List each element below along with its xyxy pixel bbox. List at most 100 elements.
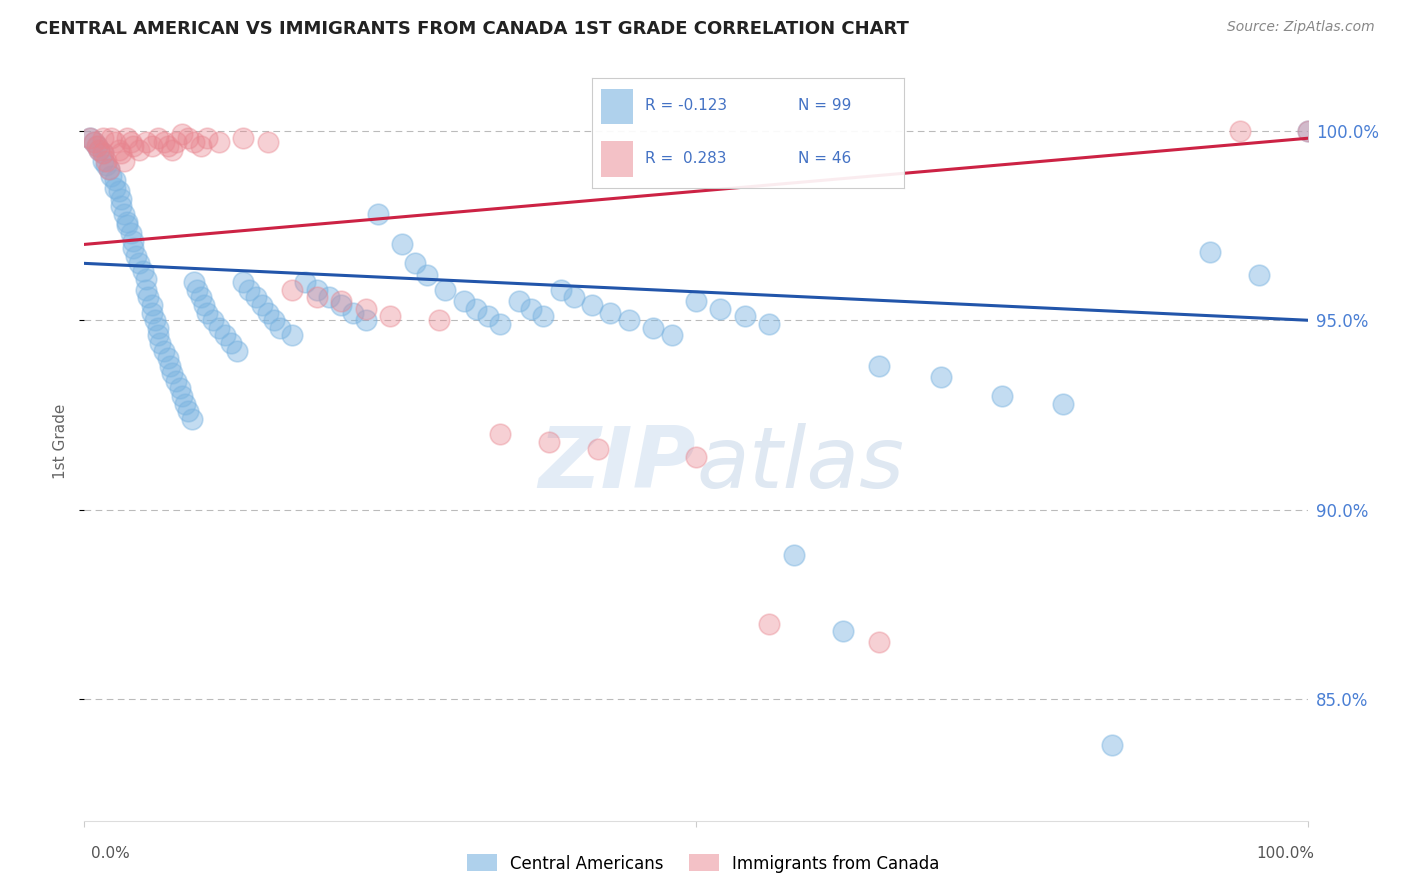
Point	[427, 313, 450, 327]
Point	[86, 138, 108, 153]
Point	[477, 310, 499, 324]
Point	[617, 313, 640, 327]
Point	[1229, 123, 1251, 137]
Point	[599, 305, 621, 319]
Point	[709, 301, 731, 316]
Point	[165, 135, 187, 149]
Point	[404, 256, 426, 270]
Point	[181, 411, 204, 425]
Point	[831, 624, 853, 638]
Point	[783, 548, 806, 562]
Point	[190, 290, 212, 304]
Point	[453, 294, 475, 309]
Point	[146, 131, 169, 145]
Point	[79, 131, 101, 145]
Point	[342, 305, 364, 319]
Point	[1296, 123, 1319, 137]
Point	[149, 335, 172, 350]
Point	[685, 450, 707, 464]
Point	[1247, 268, 1270, 282]
Point	[330, 294, 353, 309]
Point	[122, 241, 145, 255]
Y-axis label: 1st Grade: 1st Grade	[52, 404, 67, 479]
Point	[869, 359, 891, 373]
Point	[193, 298, 215, 312]
Point	[562, 290, 585, 304]
Point	[159, 359, 181, 373]
Point	[250, 298, 273, 312]
Point	[110, 192, 132, 206]
Point	[214, 328, 236, 343]
Point	[195, 305, 218, 319]
Point	[135, 283, 157, 297]
Text: Source: ZipAtlas.com: Source: ZipAtlas.com	[1227, 20, 1375, 34]
Point	[132, 264, 155, 278]
Point	[146, 320, 169, 334]
Point	[110, 199, 132, 213]
Point	[330, 298, 353, 312]
Point	[685, 294, 707, 309]
Text: 0.0%: 0.0%	[91, 847, 131, 861]
Legend: Central Americans, Immigrants from Canada: Central Americans, Immigrants from Canad…	[460, 847, 946, 880]
Point	[434, 283, 457, 297]
Point	[87, 143, 110, 157]
Point	[367, 207, 389, 221]
Point	[219, 335, 242, 350]
Point	[269, 320, 291, 334]
Point	[169, 381, 191, 395]
Point	[122, 138, 145, 153]
Point	[354, 313, 377, 327]
Point	[125, 249, 148, 263]
Point	[135, 135, 157, 149]
Point	[294, 275, 316, 289]
Point	[141, 138, 163, 153]
Point	[586, 442, 609, 456]
Point	[83, 135, 105, 149]
Point	[226, 343, 249, 358]
Text: atlas: atlas	[696, 423, 904, 506]
Point	[146, 328, 169, 343]
Text: CENTRAL AMERICAN VS IMMIGRANTS FROM CANADA 1ST GRADE CORRELATION CHART: CENTRAL AMERICAN VS IMMIGRANTS FROM CANA…	[35, 20, 910, 37]
Point	[112, 207, 135, 221]
Point	[115, 214, 138, 228]
Point	[156, 138, 179, 153]
Point	[257, 135, 280, 149]
Point	[1296, 123, 1319, 137]
Point	[115, 131, 138, 145]
Point	[354, 301, 377, 316]
Point	[391, 237, 413, 252]
Point	[305, 283, 328, 297]
Point	[107, 143, 129, 157]
Point	[758, 317, 780, 331]
Point	[257, 305, 280, 319]
Point	[1101, 738, 1123, 752]
Point	[869, 635, 891, 649]
Point	[380, 310, 402, 324]
Text: 100.0%: 100.0%	[1257, 847, 1315, 861]
Point	[538, 434, 561, 449]
Point	[734, 310, 756, 324]
Point	[172, 128, 194, 142]
Point	[91, 131, 114, 145]
Point	[232, 275, 254, 289]
Point	[643, 320, 665, 334]
Point	[79, 131, 101, 145]
Point	[531, 310, 554, 324]
Point	[991, 389, 1014, 403]
Point	[195, 131, 218, 145]
Point	[263, 313, 285, 327]
Point	[172, 389, 194, 403]
Point	[508, 294, 530, 309]
Point	[128, 256, 150, 270]
Point	[281, 328, 304, 343]
Point	[173, 396, 195, 410]
Point	[520, 301, 543, 316]
Point	[91, 146, 114, 161]
Point	[177, 131, 200, 145]
Point	[232, 131, 254, 145]
Point	[758, 616, 780, 631]
Point	[97, 161, 120, 176]
Point	[96, 158, 118, 172]
Point	[245, 290, 267, 304]
Point	[115, 219, 138, 233]
